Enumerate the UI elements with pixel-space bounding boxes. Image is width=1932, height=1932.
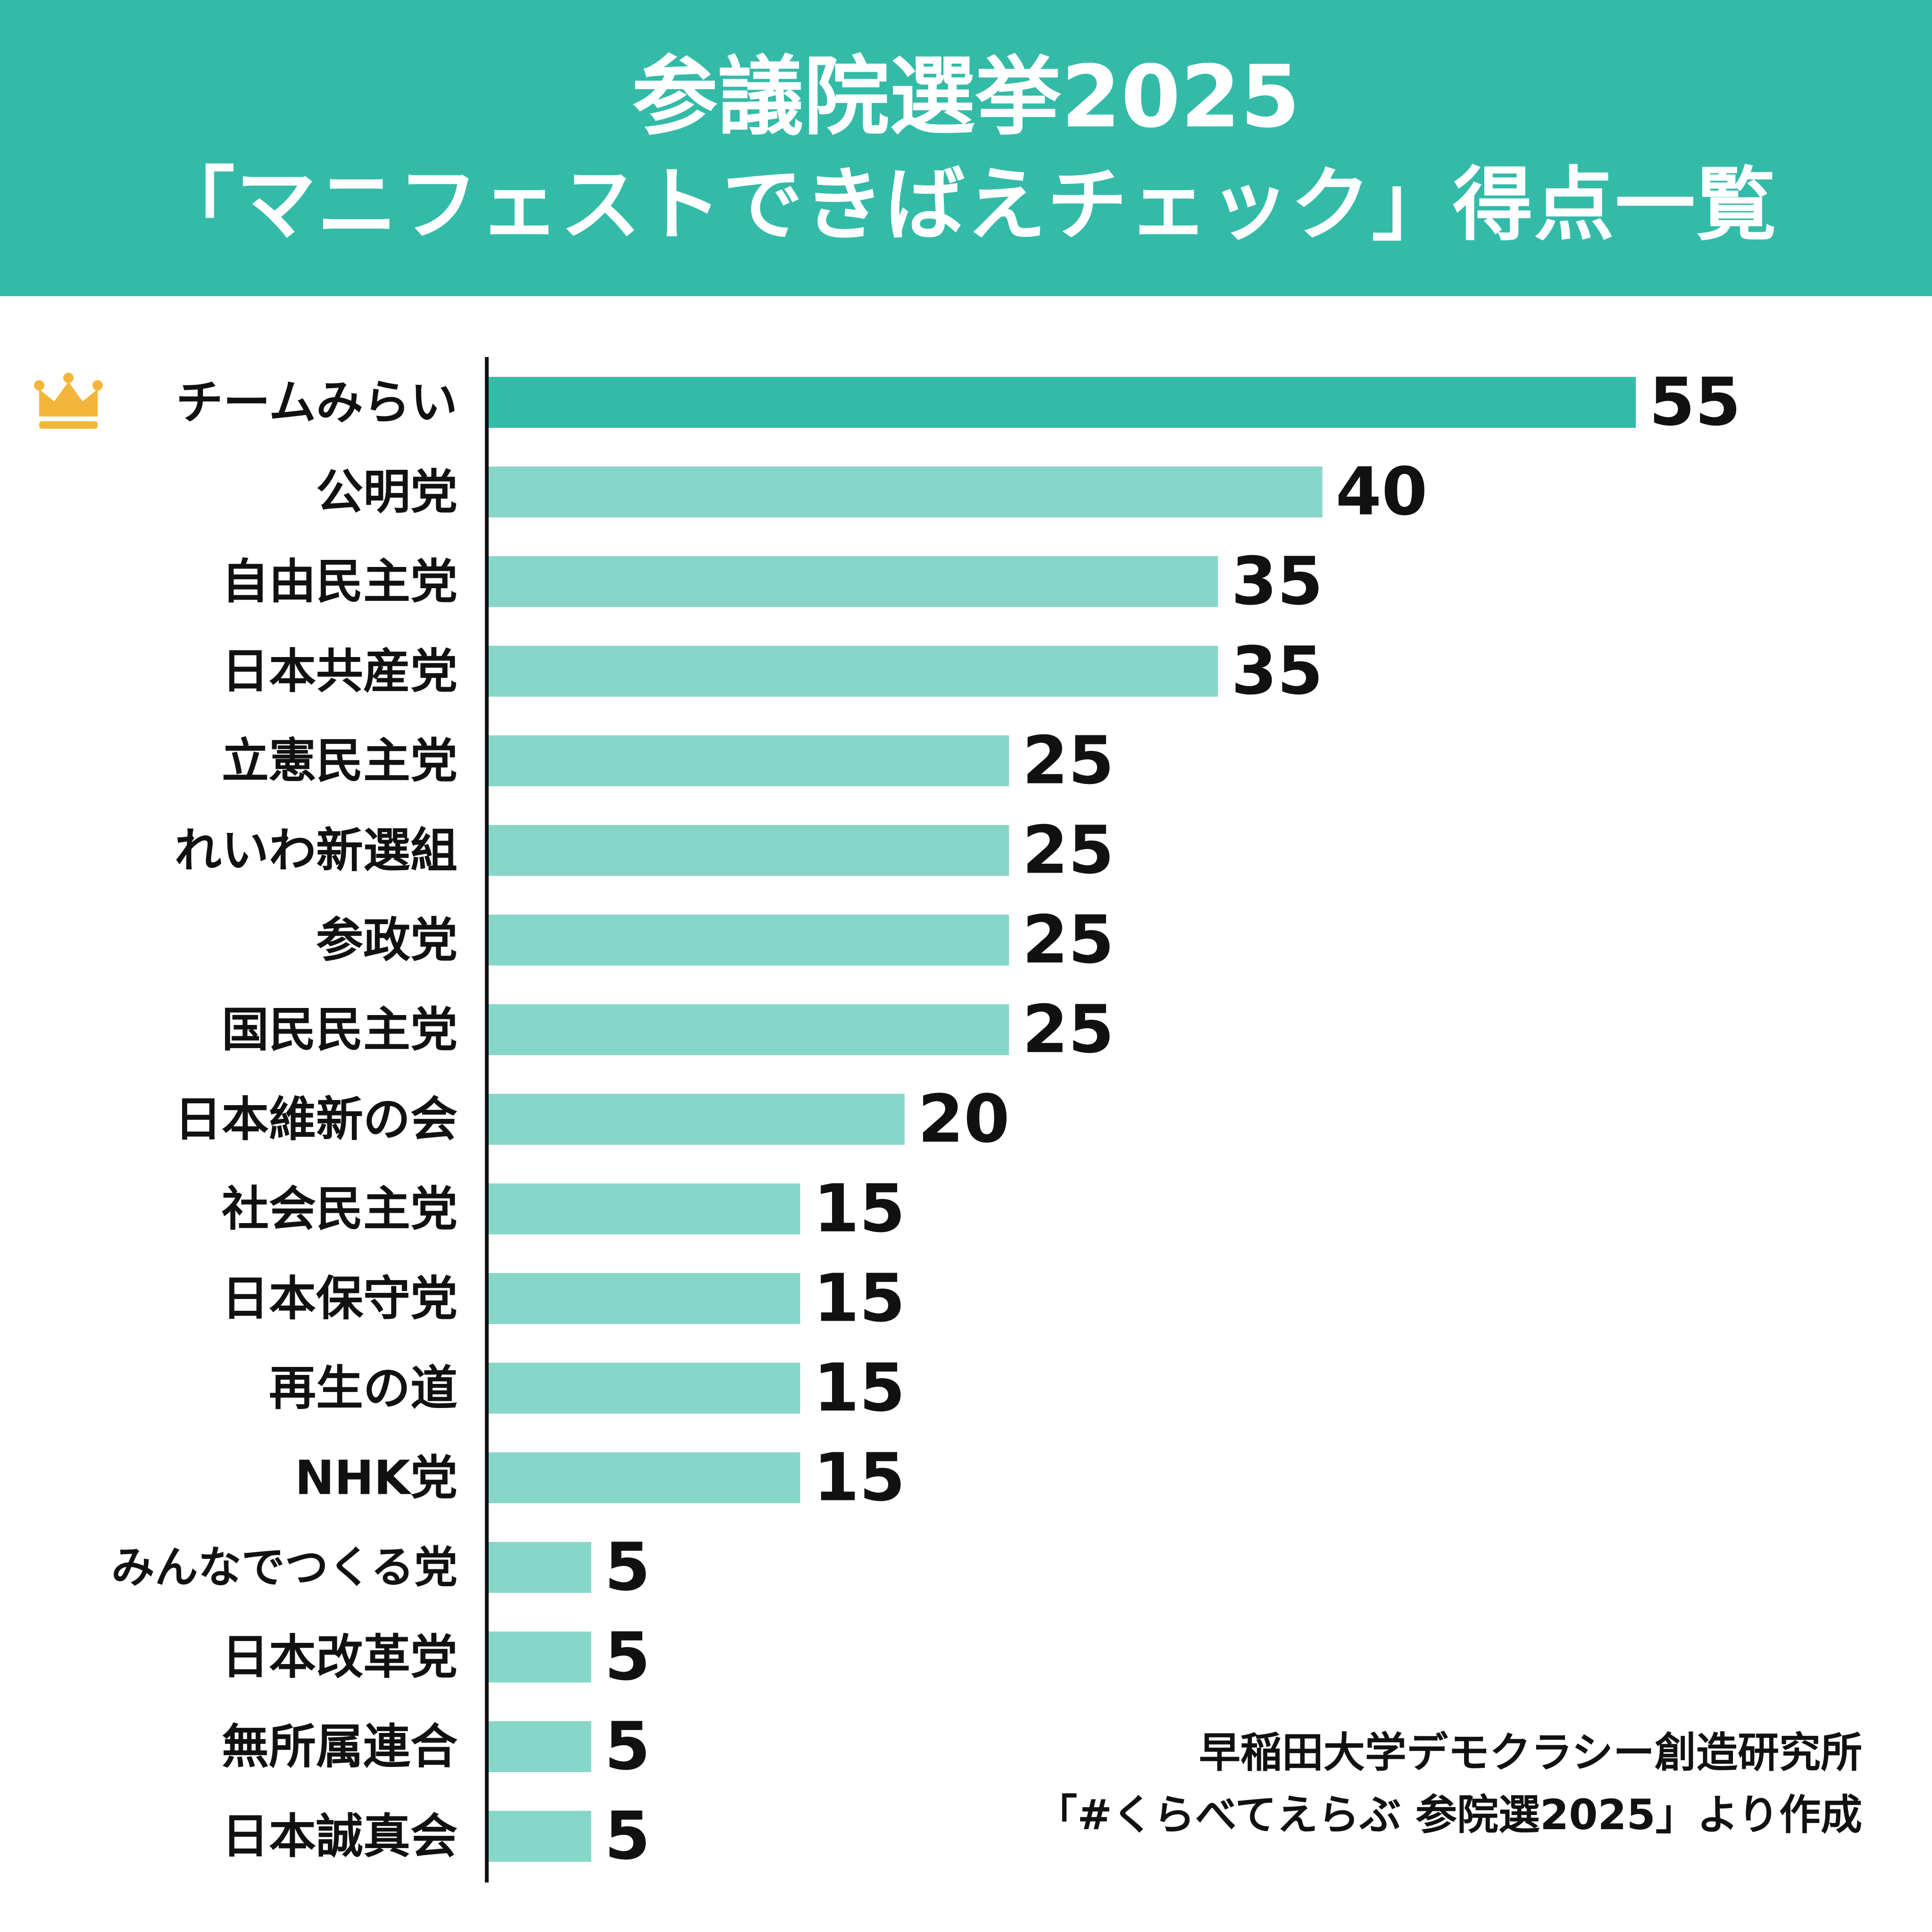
bar-3: [487, 556, 1218, 607]
category-label-13: NHK党: [295, 1450, 458, 1506]
chart-subtitle: 「マニフェストできばえチェック」得点一覧: [154, 158, 1777, 252]
bar-14: [487, 1542, 591, 1593]
bar-1: [487, 377, 1636, 428]
value-label-11: 15: [813, 1260, 905, 1337]
value-label-5: 25: [1022, 723, 1114, 799]
bar-2: [487, 466, 1323, 517]
chart-title: 参議院選挙2025: [632, 47, 1300, 147]
bar-7: [487, 915, 1009, 966]
value-label-13: 15: [813, 1440, 905, 1516]
bar-4: [487, 646, 1218, 697]
category-label-15: 日本改革党: [222, 1630, 458, 1685]
value-label-7: 25: [1022, 902, 1114, 979]
source-line-2: 「#くらべてえらぶ 参院選2025」より作成: [1035, 1790, 1862, 1839]
value-label-1: 55: [1649, 364, 1741, 441]
category-label-4: 日本共産党: [222, 644, 458, 699]
category-label-3: 自由民主党: [222, 554, 458, 609]
bar-6: [487, 825, 1009, 876]
bar-10: [487, 1183, 800, 1234]
bar-17: [487, 1811, 591, 1862]
value-label-2: 40: [1336, 454, 1428, 531]
bar-11: [487, 1273, 800, 1324]
value-label-6: 25: [1022, 812, 1114, 889]
category-label-12: 再生の道: [269, 1361, 458, 1416]
header-banner: 参議院選挙2025 「マニフェストできばえチェック」得点一覧: [0, 0, 1932, 296]
bar-5: [487, 735, 1009, 786]
value-label-16: 5: [604, 1708, 650, 1785]
value-label-8: 25: [1022, 991, 1114, 1068]
crown-icon: [34, 373, 103, 429]
source-credit: 早稲田大学デモクラシー創造研究所 「#くらべてえらぶ 参院選2025」より作成: [1036, 1722, 1862, 1846]
bar-12: [487, 1363, 800, 1414]
value-label-12: 15: [813, 1350, 905, 1427]
value-label-17: 5: [604, 1798, 650, 1875]
value-label-10: 15: [813, 1171, 905, 1248]
value-label-9: 20: [918, 1081, 1010, 1158]
value-label-15: 5: [604, 1619, 650, 1696]
value-label-3: 35: [1231, 543, 1323, 620]
category-label-17: 日本誠真会: [222, 1809, 458, 1864]
category-label-14: みんなでつくる党: [111, 1542, 458, 1593]
category-label-10: 社会民主党: [222, 1182, 458, 1237]
category-label-6: れいわ新選組: [175, 823, 458, 878]
category-label-1: チームみらい: [176, 375, 458, 430]
bar-9: [487, 1094, 905, 1145]
bar-15: [487, 1632, 591, 1682]
category-label-16: 無所属連合: [222, 1719, 458, 1774]
category-label-7: 参政党: [316, 913, 458, 968]
category-label-2: 公明党: [316, 465, 458, 520]
category-label-5: 立憲民主党: [222, 733, 458, 789]
category-label-8: 国民民主党: [222, 1002, 458, 1058]
value-label-4: 35: [1231, 633, 1323, 710]
category-label-11: 日本保守党: [222, 1271, 458, 1326]
bar-8: [487, 1004, 1009, 1055]
bar-16: [487, 1721, 591, 1772]
value-label-14: 5: [604, 1529, 650, 1606]
bar-13: [487, 1452, 800, 1503]
source-line-1: 早稲田大学デモクラシー創造研究所: [1199, 1728, 1862, 1777]
category-label-9: 日本維新の会: [175, 1092, 458, 1147]
